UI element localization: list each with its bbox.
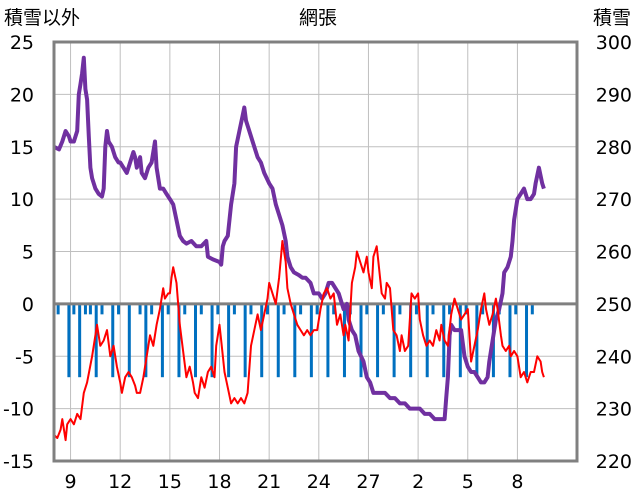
left-tick-label: -10 xyxy=(3,399,34,421)
right-tick-label: 260 xyxy=(596,242,632,264)
right-axis-label: 積雪 xyxy=(593,7,631,29)
right-tick-label: 290 xyxy=(596,84,632,106)
precipitation-bar xyxy=(199,303,203,315)
precipitation-bar xyxy=(282,303,286,315)
precipitation-bar xyxy=(227,303,231,378)
left-tick-label: 20 xyxy=(10,84,34,106)
precipitation-bar xyxy=(138,303,142,315)
precipitation-bar xyxy=(67,303,71,378)
precipitation-bar xyxy=(243,303,247,378)
chart-title: 網張 xyxy=(299,7,337,29)
series-lines xyxy=(53,55,546,442)
x-tick-label: 9 xyxy=(65,471,77,493)
precipitation-bar xyxy=(398,303,402,315)
precipitation-bar xyxy=(249,303,253,315)
precipitation-bar xyxy=(514,303,518,315)
precipitation-bar xyxy=(183,303,187,315)
precipitation-bar xyxy=(359,303,363,378)
x-tick-label: 21 xyxy=(257,471,281,493)
precipitation-bar xyxy=(309,303,313,378)
right-tick-label: 300 xyxy=(596,32,632,54)
x-tick-label: 15 xyxy=(158,471,182,493)
right-tick-label: 270 xyxy=(596,189,632,211)
precipitation-bar xyxy=(458,303,462,378)
precipitation-bar xyxy=(376,303,380,378)
precipitation-bar xyxy=(381,303,385,315)
left-tick-label: -15 xyxy=(3,451,34,473)
precipitation-bar xyxy=(127,303,131,378)
left-tick-label: 0 xyxy=(22,294,34,316)
precipitation-bar xyxy=(160,303,164,378)
left-axis-label: 積雪以外 xyxy=(4,7,80,29)
precipitation-bar xyxy=(409,303,413,378)
precipitation-bar xyxy=(525,303,529,378)
left-tick-label: 15 xyxy=(10,137,34,159)
precipitation-bar xyxy=(315,303,319,315)
left-axis-ticks: 25 20 15 10 5 0 -5 -10 -15 xyxy=(3,32,34,473)
precipitation-bar xyxy=(216,303,220,315)
x-tick-label: 27 xyxy=(356,471,380,493)
right-tick-label: 280 xyxy=(596,137,632,159)
x-tick-label: 8 xyxy=(511,471,523,493)
precipitation-bar xyxy=(210,303,214,378)
x-tick-label: 24 xyxy=(307,471,331,493)
precipitation-bar xyxy=(111,303,115,378)
precipitation-bars xyxy=(56,303,534,378)
precipitation-bar xyxy=(530,303,534,315)
x-tick-label: 18 xyxy=(207,471,231,493)
right-tick-label: 250 xyxy=(596,294,632,316)
precipitation-bar xyxy=(144,303,148,378)
precipitation-bar xyxy=(276,303,280,378)
precipitation-bar xyxy=(260,303,264,378)
precipitation-bar xyxy=(100,303,104,315)
precipitation-bar xyxy=(166,303,170,315)
precipitation-bar xyxy=(78,303,82,378)
grid xyxy=(54,41,577,462)
precipitation-bar xyxy=(448,303,452,315)
precipitation-bar xyxy=(475,303,479,378)
left-tick-label: 25 xyxy=(10,32,34,54)
precipitation-bar xyxy=(72,303,76,315)
precipitation-bar xyxy=(56,303,60,315)
precipitation-bar xyxy=(508,303,512,378)
right-tick-label: 220 xyxy=(596,451,632,473)
x-tick-label: 2 xyxy=(412,471,424,493)
temperature-line xyxy=(53,240,545,442)
left-tick-label: 10 xyxy=(10,189,34,211)
x-axis-ticks: 9 12 15 18 21 24 27 2 5 8 xyxy=(65,471,524,493)
precipitation-bar xyxy=(266,303,270,315)
precipitation-bar xyxy=(342,303,346,378)
precipitation-bar xyxy=(293,303,297,378)
left-tick-label: 5 xyxy=(22,242,34,264)
precipitation-bar xyxy=(150,303,154,315)
right-tick-label: 240 xyxy=(596,346,632,368)
precipitation-bar xyxy=(177,303,181,378)
precipitation-bar xyxy=(464,303,468,315)
right-tick-label: 230 xyxy=(596,399,632,421)
precipitation-bar xyxy=(326,303,330,378)
precipitation-bar xyxy=(94,303,98,378)
precipitation-bar xyxy=(332,303,336,315)
x-tick-label: 12 xyxy=(108,471,132,493)
precipitation-bar xyxy=(88,303,92,315)
left-tick-label: -5 xyxy=(15,346,34,368)
snow-depth-line xyxy=(53,55,546,422)
precipitation-bar xyxy=(232,303,236,315)
precipitation-bar xyxy=(425,303,429,378)
plot-frame xyxy=(52,40,579,463)
precipitation-bar xyxy=(414,303,418,315)
precipitation-bar xyxy=(117,303,121,315)
precipitation-bar xyxy=(392,303,396,378)
x-tick-label: 5 xyxy=(462,471,474,493)
precipitation-bar xyxy=(365,303,369,315)
precipitation-bar xyxy=(83,303,87,315)
precipitation-bar xyxy=(431,303,435,315)
precipitation-bar xyxy=(481,303,485,315)
precipitation-bar xyxy=(299,303,303,315)
right-axis-ticks: 300 290 280 270 260 250 240 230 220 xyxy=(596,32,632,473)
precipitation-bar xyxy=(194,303,198,378)
